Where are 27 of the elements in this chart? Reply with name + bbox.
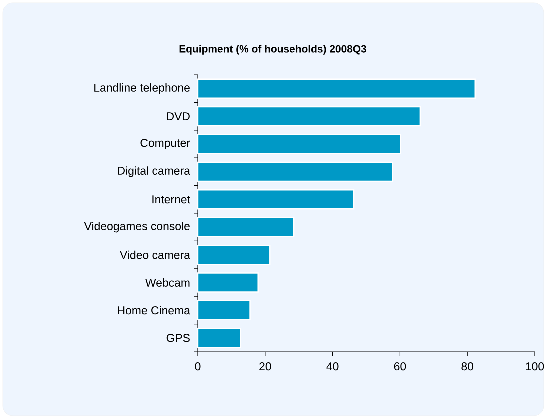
y-tick-label: Webcam xyxy=(146,278,190,287)
y-tick-label: Home Cinema xyxy=(118,306,190,315)
bar xyxy=(197,244,271,266)
y-tick-label: Computer xyxy=(140,139,190,150)
y-tick-label: Videogames console xyxy=(84,222,190,233)
x-tick-label: 80 xyxy=(462,362,474,371)
y-tick-label: GPS xyxy=(166,334,190,342)
bar xyxy=(197,328,242,348)
chart-title: Equipment (% of households) 2008Q3 xyxy=(180,45,366,55)
x-tick-label: 100 xyxy=(526,362,544,371)
bar xyxy=(197,78,476,99)
bar xyxy=(197,300,251,321)
bar xyxy=(197,190,355,210)
x-tick-label: 0 xyxy=(195,362,201,371)
y-tick-label: Video camera xyxy=(120,250,190,260)
y-tick-label: DVD xyxy=(167,112,190,120)
x-tick-label: 20 xyxy=(260,362,272,371)
y-tick-label: Digital camera xyxy=(118,166,190,178)
bar xyxy=(197,217,295,238)
bar xyxy=(197,272,259,293)
y-tick-label: Landline telephone xyxy=(94,84,190,94)
y-tick-label: Internet xyxy=(152,196,190,204)
bar xyxy=(197,134,402,154)
bar xyxy=(197,106,422,127)
x-tick-label: 40 xyxy=(326,362,339,371)
x-tick-label: 60 xyxy=(394,362,406,371)
bar xyxy=(197,162,394,182)
